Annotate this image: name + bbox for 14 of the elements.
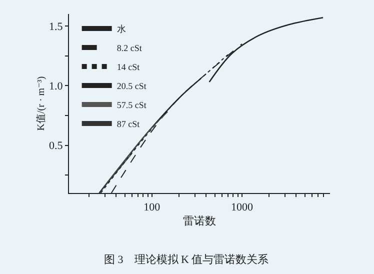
legend-label: 水: [116, 24, 126, 34]
y-tick-label: 1.5: [48, 20, 64, 33]
legend-label: 20.5 cSt: [116, 81, 147, 92]
legend-label: 8.2 cSt: [116, 43, 142, 54]
x-tick-label: 1000: [230, 201, 254, 214]
y-tick-label: 1.0: [48, 80, 64, 92]
x-tick-label: 100: [144, 201, 161, 214]
y-tick-label: 0.5: [48, 140, 64, 152]
legend-label: 87 cSt: [116, 119, 140, 130]
x-axis-title: 雷诺数: [183, 214, 216, 228]
caption: 图 3 理论模拟 K 值与雷诺数关系: [104, 253, 269, 266]
legend-label: 14 cSt: [116, 62, 140, 72]
y-axis-title: K值/(r · m⁻³): [36, 76, 47, 131]
legend-label: 57.5 cSt: [116, 100, 147, 110]
